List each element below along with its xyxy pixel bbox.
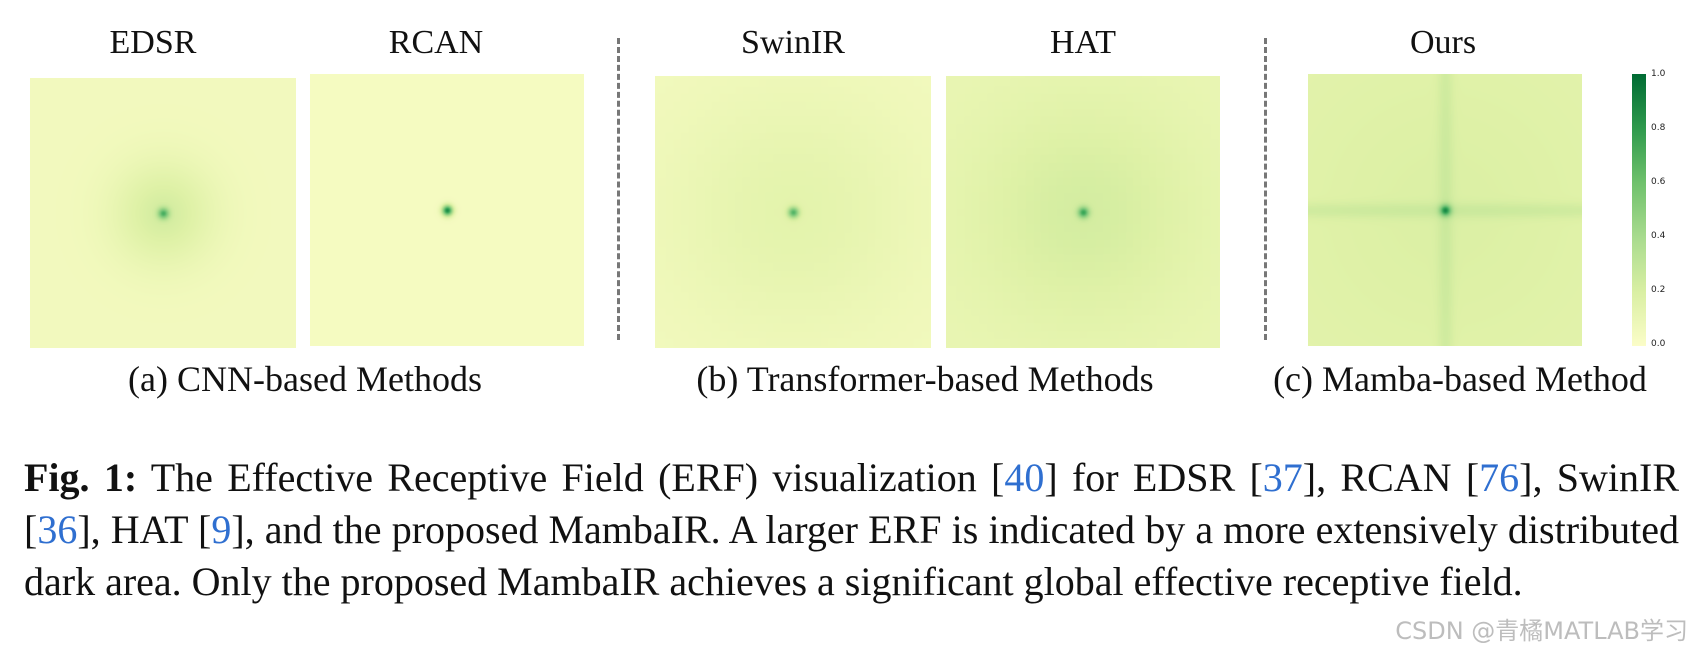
colorbar-tick: 0.8 (1651, 123, 1666, 133)
caption-text: ], RCAN [ (1302, 455, 1480, 500)
caption-text: ], HAT [ (77, 507, 212, 552)
panel-title-rcan: RCAN (388, 24, 484, 61)
figure-label: Fig. 1: (24, 455, 138, 500)
colorbar (1632, 74, 1646, 346)
erf-heatmap-edsr (30, 78, 296, 348)
erf-heatmap-hat (946, 76, 1220, 348)
caption-text: ], and the proposed MambaIR. A larger ER… (24, 507, 1679, 604)
caption-text: ] for EDSR [ (1044, 455, 1263, 500)
caption-text: ], SwinIR [ (24, 455, 1679, 552)
citation-link[interactable]: 76 (1479, 455, 1520, 500)
group-caption-cnn: (a) CNN-based Methods (128, 359, 482, 399)
erf-heatmap-rcan (310, 74, 584, 346)
group-divider-1 (617, 38, 620, 340)
colorbar-tick: 0.0 (1651, 339, 1666, 349)
erf-heatmap-swinir (655, 76, 931, 348)
colorbar-tick: 1.0 (1651, 69, 1666, 79)
citation-link[interactable]: 9 (211, 507, 232, 552)
colorbar-tick: 0.6 (1651, 177, 1666, 187)
panel-title-edsr: EDSR (109, 24, 197, 61)
group-caption-mamba: (c) Mamba-based Method (1273, 359, 1647, 399)
caption-text: The Effective Receptive Field (ERF) visu… (137, 455, 1005, 500)
watermark: CSDN @青橘MATLAB学习 (1395, 617, 1688, 645)
erf-heatmap-ours (1308, 74, 1582, 346)
colorbar-tick: 0.4 (1651, 231, 1666, 241)
panel-title-ours: Ours (1409, 24, 1477, 61)
colorbar-tick: 0.2 (1651, 285, 1666, 295)
citation-link[interactable]: 40 (1004, 455, 1045, 500)
citation-link[interactable]: 37 (1262, 455, 1303, 500)
group-divider-2 (1264, 38, 1267, 340)
group-caption-transformer: (b) Transformer-based Methods (696, 359, 1154, 399)
figure-caption: Fig. 1: The Effective Receptive Field (E… (24, 452, 1679, 608)
citation-link[interactable]: 36 (37, 507, 78, 552)
panel-title-swinir: SwinIR (741, 24, 845, 61)
panel-title-hat: HAT (1049, 24, 1117, 61)
